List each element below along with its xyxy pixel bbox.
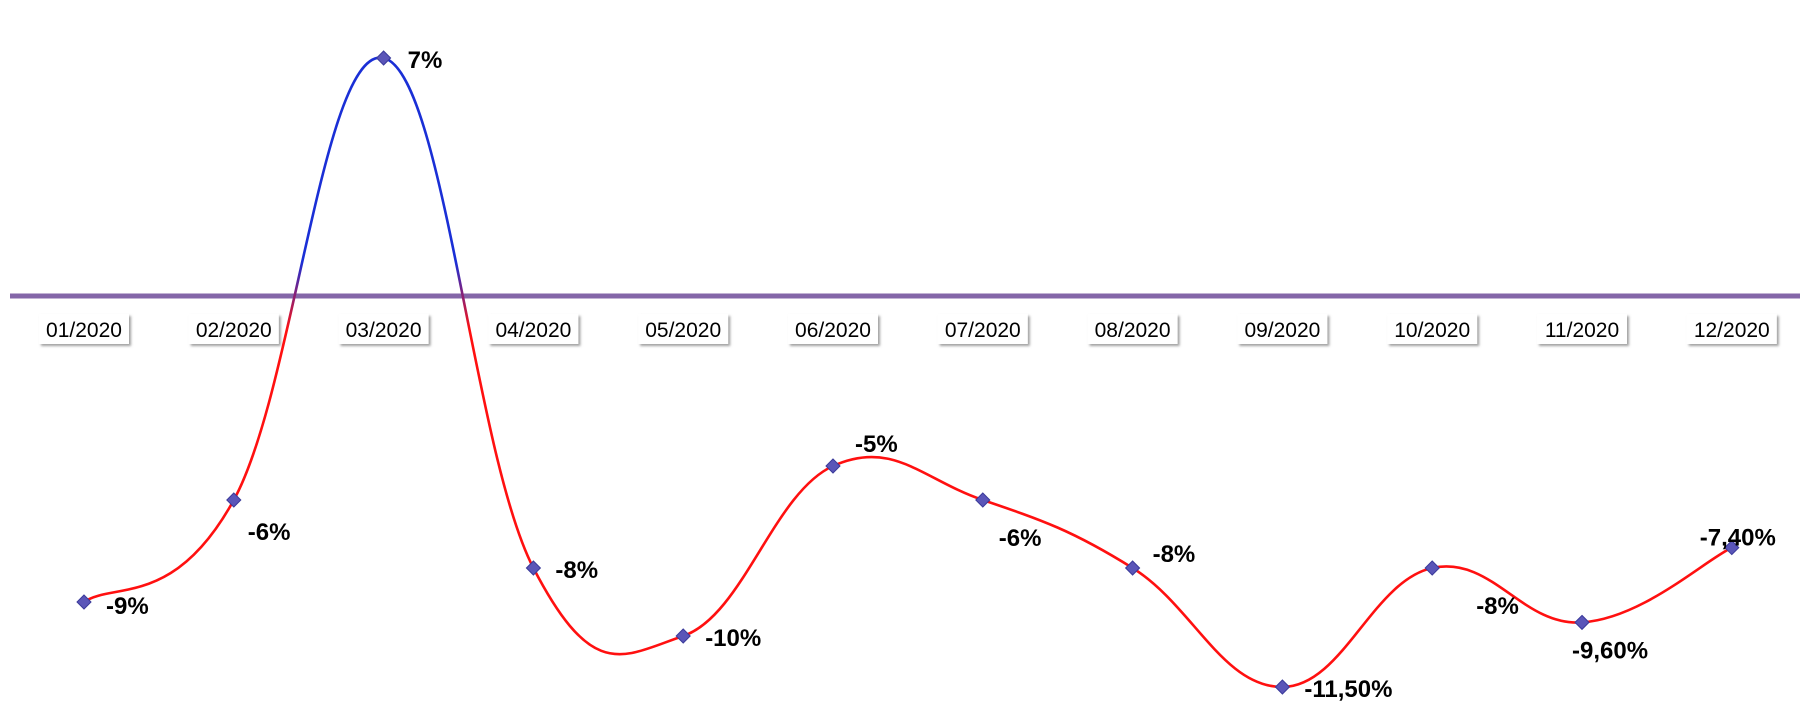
data-point-marker — [825, 458, 841, 474]
x-tick-label: 12/2020 — [1686, 314, 1777, 344]
x-tick-text: 06/2020 — [795, 319, 871, 342]
data-point-marker — [76, 594, 92, 610]
data-label: -10% — [705, 625, 761, 652]
x-tick-labels: 01/2020 02/2020 03/2020 04/2020 05/2020 06/20… — [39, 314, 1777, 344]
x-tick-text: 01/2020 — [46, 319, 122, 342]
x-tick-label: 11/2020 — [1537, 314, 1627, 344]
data-point-marker — [226, 492, 242, 508]
x-tick-label: 06/2020 — [788, 314, 878, 344]
x-tick-label: 08/2020 — [1087, 314, 1178, 344]
x-tick-text: 11/2020 — [1545, 319, 1619, 342]
x-tick-text: 07/2020 — [945, 319, 1021, 342]
data-point-marker — [975, 492, 991, 508]
data-label: -6% — [248, 519, 291, 546]
data-label: -9,60% — [1572, 637, 1648, 664]
x-tick-text: 04/2020 — [495, 319, 571, 342]
data-label: -11,50% — [1304, 676, 1392, 703]
x-tick-box — [788, 314, 878, 344]
data-point-marker — [1424, 560, 1440, 576]
x-tick-text: 05/2020 — [645, 319, 721, 342]
data-label: -9% — [106, 593, 149, 620]
x-tick-box — [638, 314, 729, 344]
x-tick-label: 05/2020 — [638, 314, 729, 344]
x-tick-box — [338, 314, 429, 344]
x-tick-label: 07/2020 — [937, 314, 1028, 344]
x-tick-box — [1686, 314, 1777, 344]
x-tick-text: 12/2020 — [1694, 319, 1770, 342]
x-tick-text: 02/2020 — [196, 319, 272, 342]
x-tick-box — [39, 314, 129, 344]
x-tick-box — [188, 314, 279, 344]
x-tick-box — [1087, 314, 1178, 344]
data-label: -6% — [999, 525, 1042, 552]
x-tick-box — [937, 314, 1028, 344]
x-tick-box — [1537, 314, 1627, 344]
data-point-marker — [1124, 560, 1141, 576]
data-point-marker — [375, 50, 392, 66]
data-label: -7,40% — [1700, 525, 1776, 552]
data-labels: -9% -6% 7% -8% -10% -5% -6% -8% -11,50% -8% -9,60%… — [106, 47, 1776, 703]
x-tick-label: 03/2020 — [338, 314, 429, 344]
x-tick-label: 01/2020 — [39, 314, 129, 344]
data-label: -8% — [555, 557, 598, 584]
x-tick-label: 10/2020 — [1387, 314, 1478, 344]
data-point-marker — [1724, 539, 1740, 556]
data-label: -8% — [1476, 593, 1519, 620]
x-tick-label: 09/2020 — [1237, 314, 1328, 344]
x-tick-label: 04/2020 — [488, 314, 579, 344]
data-label: 7% — [408, 47, 443, 74]
data-point-marker — [675, 628, 691, 644]
x-tick-text: 10/2020 — [1394, 319, 1470, 342]
data-point-marker — [1574, 614, 1590, 631]
data-markers — [76, 50, 1740, 695]
x-tick-text: 08/2020 — [1095, 319, 1171, 342]
x-tick-label: 02/2020 — [188, 314, 279, 344]
x-tick-box — [1387, 314, 1478, 344]
data-label: -8% — [1153, 541, 1196, 568]
data-point-marker — [525, 560, 542, 576]
x-tick-box — [488, 314, 579, 344]
data-point-marker — [1274, 679, 1291, 695]
x-tick-text: 09/2020 — [1244, 319, 1320, 342]
data-label: -5% — [855, 431, 898, 458]
x-tick-text: 03/2020 — [346, 319, 422, 342]
x-tick-box — [1237, 314, 1328, 344]
